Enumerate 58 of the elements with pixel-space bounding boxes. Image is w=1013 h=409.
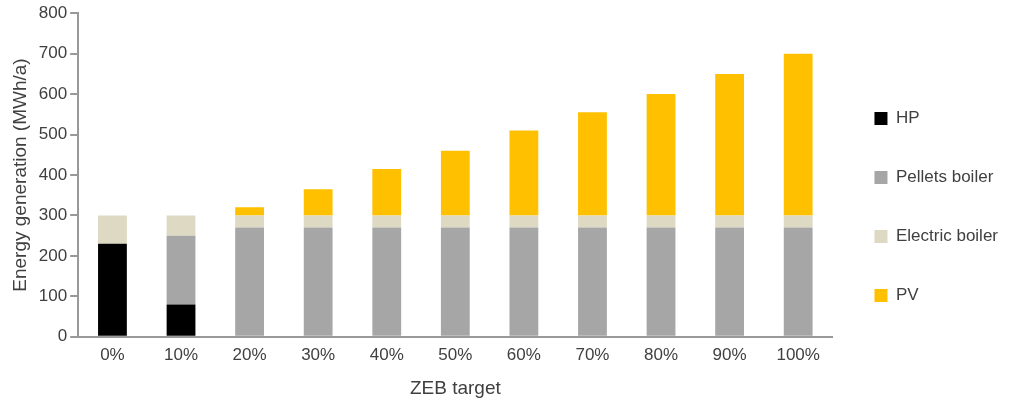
y-tick-label: 400 <box>38 164 68 184</box>
x-tick-label: 90% <box>712 344 747 364</box>
bar <box>578 112 607 216</box>
bar <box>578 227 607 336</box>
bar <box>166 215 196 236</box>
bar <box>303 227 333 336</box>
bar <box>440 215 470 228</box>
bar <box>166 304 196 336</box>
bar <box>509 130 539 216</box>
y-tick-label: 500 <box>38 124 68 144</box>
bar <box>235 227 264 336</box>
bar <box>646 215 676 228</box>
bar <box>166 235 196 305</box>
y-tick-label: 600 <box>38 83 68 103</box>
bar <box>509 227 539 336</box>
bar <box>372 168 402 216</box>
y-tick-label: 300 <box>38 205 68 225</box>
x-tick-label: 50% <box>438 344 473 364</box>
bar <box>372 227 402 336</box>
bar <box>646 227 676 336</box>
bar <box>715 215 745 228</box>
bar <box>98 243 127 336</box>
x-tick-label: 80% <box>644 344 679 364</box>
bar <box>98 215 127 244</box>
bar <box>303 189 333 216</box>
bar <box>715 73 745 216</box>
bar <box>783 227 813 336</box>
y-tick-label: 800 <box>38 2 68 22</box>
bar <box>440 227 470 336</box>
x-tick-label: 0% <box>100 344 125 364</box>
y-axis-title: Energy generation (MWh/a) <box>8 58 30 292</box>
bar <box>509 215 539 228</box>
x-tick-label: 20% <box>232 344 267 364</box>
bar <box>440 150 470 216</box>
x-tick-label: 100% <box>776 344 820 364</box>
bar <box>235 207 264 216</box>
bar <box>783 215 813 228</box>
y-tick-label: 100 <box>38 286 68 306</box>
x-tick-label: 40% <box>369 344 404 364</box>
y-tick-label: 0 <box>57 326 68 346</box>
bar <box>578 215 607 228</box>
y-tick-label: 200 <box>38 245 68 265</box>
bar <box>646 94 676 216</box>
bar <box>372 215 402 228</box>
y-tick-label: 700 <box>38 43 68 63</box>
bar <box>303 215 333 228</box>
x-tick-label: 60% <box>506 344 541 364</box>
bar <box>783 53 813 216</box>
legend-label: Pellets boiler <box>895 167 994 187</box>
x-tick-label: 10% <box>164 344 199 364</box>
legend-label: Electric boiler <box>895 226 999 246</box>
bar <box>235 215 264 228</box>
x-tick-label: 30% <box>301 344 336 364</box>
x-tick-label: 70% <box>575 344 610 364</box>
x-axis-title: ZEB target <box>409 376 502 398</box>
bar <box>715 227 745 336</box>
legend-label: PV <box>895 285 920 305</box>
legend-label: HP <box>895 108 920 128</box>
